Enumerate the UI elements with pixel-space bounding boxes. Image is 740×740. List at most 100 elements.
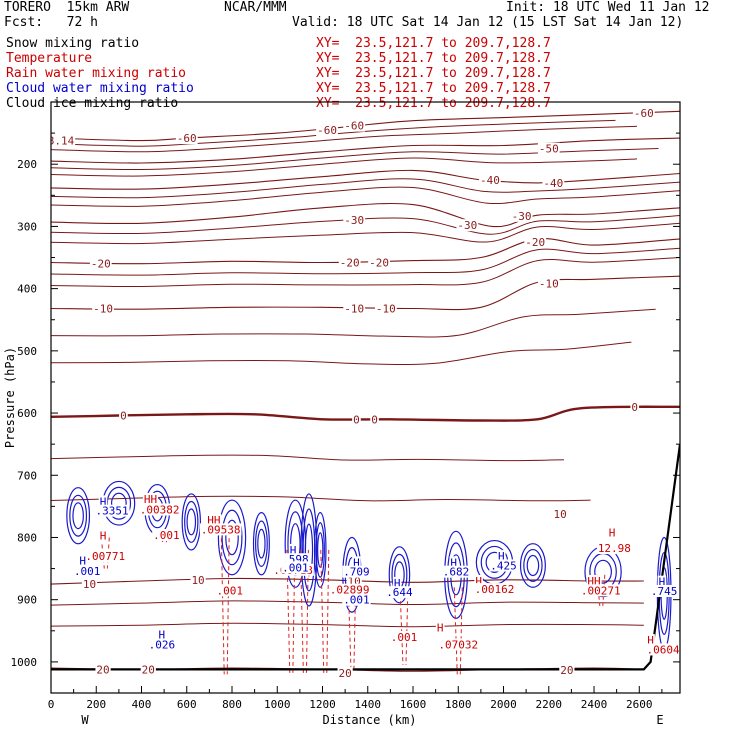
contour-label: .745 (651, 585, 678, 598)
field-name: Temperature (6, 51, 93, 66)
contour-label-bg (374, 302, 397, 315)
cloud-water-contour (257, 528, 266, 559)
contour-label-bg (646, 634, 655, 647)
contour-label: -10 (344, 303, 364, 316)
field-name: Rain water mixing ratio (6, 66, 187, 81)
cloud-water-contour (526, 554, 540, 577)
rain-water-contour (453, 587, 463, 675)
contour-label-bg (474, 575, 483, 588)
contour-label: -60 (344, 120, 364, 133)
contour-label: -60 (317, 124, 337, 137)
isotherm-line (51, 275, 680, 311)
contour-label: 0 (371, 413, 378, 426)
contour-label-bg (342, 593, 371, 606)
y-tick-label: 500 (17, 345, 37, 358)
cloud-water-contour (300, 493, 318, 607)
contour-label-bg (352, 413, 361, 426)
contour-label: 20 (142, 663, 155, 676)
cloud-water-contour (217, 499, 247, 576)
contour-label: .001 (282, 561, 309, 574)
contour-label: -20 (91, 258, 111, 271)
cloud-water-contour (519, 543, 546, 588)
center-name: NCAR/MMM (224, 0, 287, 15)
contour-label: 20 (339, 667, 352, 680)
cloud-water-contour (315, 522, 325, 578)
field-name: Snow mixing ratio (6, 36, 140, 51)
field-xy-range: XY= 23.5,121.7 to 209.7,128.7 (316, 81, 551, 96)
contour-label-bg (78, 554, 87, 567)
contour-label-bg (496, 550, 506, 563)
isotherm-line (51, 202, 680, 228)
contour-label-bg (147, 638, 177, 651)
contour-label-bg (81, 578, 98, 591)
cloud-water-contour (255, 520, 268, 567)
field-name: Cloud water mixing ratio (6, 81, 194, 96)
cloud-water-contour (252, 511, 270, 576)
contour-label-bg (449, 556, 459, 569)
contour-label-bg (343, 214, 366, 227)
contour-label: 0 (631, 401, 638, 414)
contour-label: H (475, 575, 482, 588)
y-tick-label: 400 (17, 283, 37, 296)
contour-label-bg (92, 302, 114, 315)
contour-label-bg (630, 400, 640, 413)
contour-label-bg (343, 119, 366, 132)
contour-label: -40 (480, 174, 500, 187)
contour-label: -20 (525, 236, 545, 249)
contour-label: .00771 (85, 550, 125, 563)
cloud-water-contour (313, 512, 327, 588)
cloud-water-contour (66, 487, 91, 545)
contour-label: H (659, 576, 666, 589)
contour-label-bg (51, 134, 76, 147)
x-tick-label: 1400 (355, 698, 382, 711)
x-tick-label: 2600 (626, 698, 653, 711)
contour-label-bg (559, 663, 575, 676)
cloud-water-contour (221, 509, 243, 566)
x-tick-label: 1200 (309, 698, 336, 711)
contour-label-bg (98, 529, 108, 542)
contour-label: -30 (344, 214, 364, 227)
contour-label-bg (607, 526, 617, 539)
contour-label: .682 (443, 566, 470, 579)
isotherm-line-intermediate (51, 341, 632, 366)
x-axis-title: Distance (km) (323, 713, 417, 727)
rain-water-contour (399, 587, 409, 666)
rain-water-contour (220, 531, 230, 675)
cloud-water-contour (186, 508, 197, 536)
contour-label: H (437, 622, 444, 635)
contour-label-bg (138, 503, 181, 516)
cloud-water-contour (225, 519, 239, 556)
y-tick-label: 800 (17, 531, 37, 544)
field-xy-range: XY= 23.5,121.7 to 209.7,128.7 (316, 51, 551, 66)
contour-label-bg (84, 550, 127, 563)
contour-label: H (79, 554, 86, 567)
contour-label-bg (385, 586, 414, 599)
contour-label-bg (73, 565, 102, 578)
isotherm-line (51, 238, 680, 265)
contour-label-bg (119, 409, 128, 422)
contour-label-bg (342, 565, 371, 578)
contour-label: HH (144, 493, 157, 506)
init-time: Init: 18 UTC Wed 11 Jan 12 (506, 0, 710, 15)
contour-label-bg (632, 107, 655, 120)
contour-label: -10 (376, 303, 396, 316)
contour-label: .00382 (140, 503, 180, 516)
y-tick-label: 900 (17, 594, 37, 607)
contour-label: .07032 (438, 638, 478, 651)
contour-label: H (353, 556, 360, 569)
contour-label: -60 (634, 107, 654, 120)
x-tick-label: 600 (177, 698, 197, 711)
contour-label: .00162 (475, 583, 515, 596)
contour-label: .02899 (330, 584, 370, 597)
contour-label-bg (645, 643, 680, 656)
contour-label-bg (94, 504, 130, 517)
x-tick-label: 1800 (445, 698, 472, 711)
cloud-water-contour (181, 493, 201, 551)
contour-label: H (498, 550, 505, 563)
contour-label: H (100, 530, 107, 543)
isotherm-line-intermediate (51, 257, 680, 288)
y-tick-label: 300 (17, 220, 37, 233)
contour-label: .026 (149, 638, 176, 651)
east-label: E (656, 713, 663, 727)
